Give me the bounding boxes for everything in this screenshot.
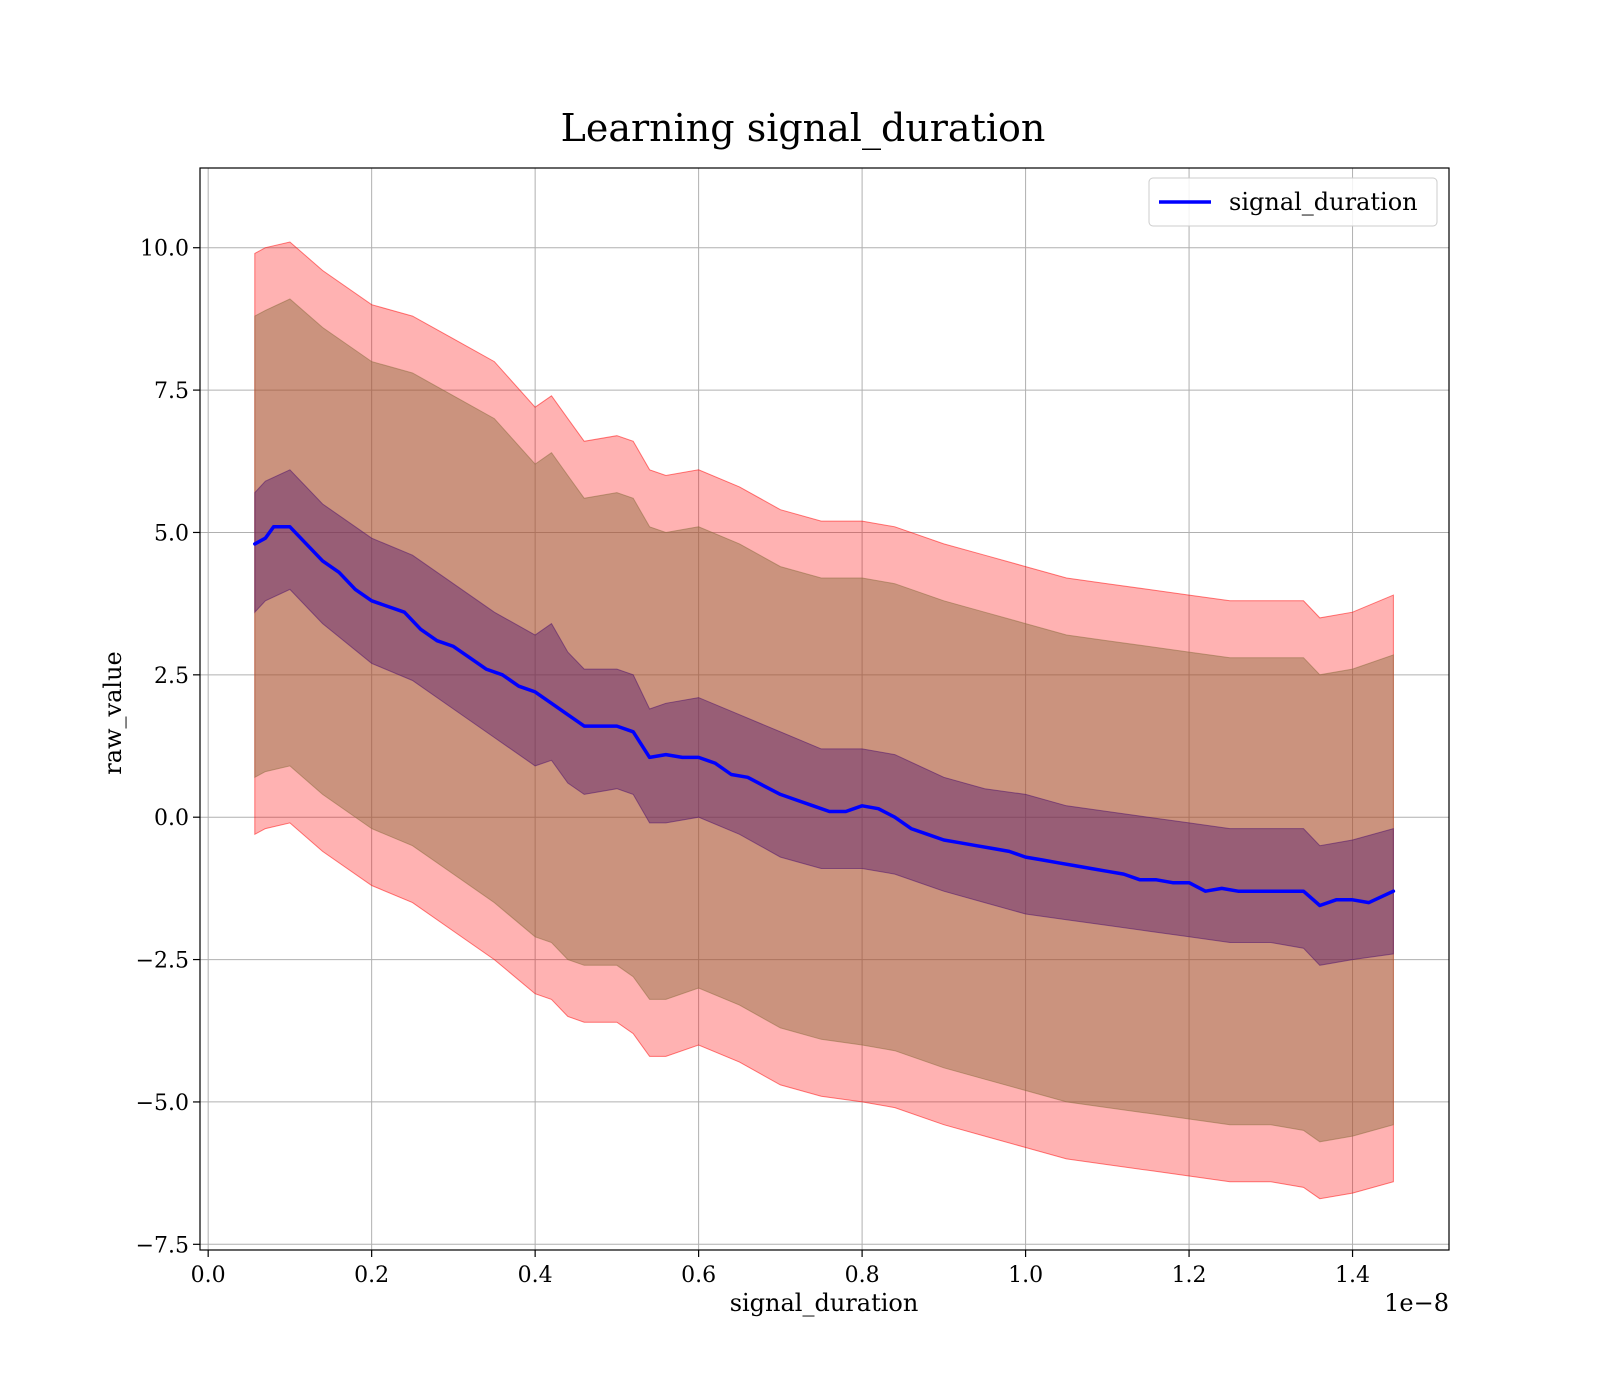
series-lines bbox=[253, 525, 1396, 908]
y-tick-label: −5.0 bbox=[136, 1091, 189, 1116]
y-tick-label: 7.5 bbox=[154, 379, 189, 404]
y-tick-label: −7.5 bbox=[136, 1233, 189, 1258]
band-outer bbox=[254, 241, 1394, 1200]
y-axis-label: raw_value bbox=[99, 651, 127, 775]
legend-label-signal_duration: signal_duration bbox=[1229, 188, 1418, 216]
x-tick-label: 1.4 bbox=[1335, 1263, 1370, 1288]
y-axis-ticks: −7.5 −5.0 −2.5 0.0 2.5 5.0 7.5 10.0 bbox=[136, 237, 200, 1258]
x-axis-ticks: 0.0 0.2 0.4 0.6 0.8 1.0 1.2 1.4 bbox=[191, 1250, 1370, 1288]
y-tick-label: 0.0 bbox=[154, 806, 189, 831]
y-tick-label: 10.0 bbox=[140, 237, 189, 262]
series-line-signal_duration bbox=[253, 525, 1396, 908]
x-tick-label: 0.4 bbox=[518, 1263, 553, 1288]
band-middle bbox=[254, 298, 1394, 1143]
legend: signal_duration bbox=[1148, 177, 1438, 227]
x-tick-label: 1.0 bbox=[1008, 1263, 1043, 1288]
x-axis-offset-label: 1e−8 bbox=[1384, 1289, 1449, 1317]
y-tick-label: −2.5 bbox=[136, 949, 189, 974]
plot-frame bbox=[199, 167, 1450, 1251]
y-tick-label: 5.0 bbox=[154, 521, 189, 546]
x-tick-label: 0.0 bbox=[191, 1263, 226, 1288]
x-axis-label: signal_duration bbox=[730, 1289, 919, 1317]
x-tick-label: 0.8 bbox=[845, 1263, 880, 1288]
confidence-bands bbox=[254, 241, 1394, 1200]
chart-title: Learning signal_duration bbox=[561, 106, 1046, 151]
grid-lines bbox=[200, 168, 1449, 1250]
x-tick-label: 0.6 bbox=[681, 1263, 716, 1288]
legend-box bbox=[1148, 177, 1438, 227]
x-tick-label: 1.2 bbox=[1172, 1263, 1207, 1288]
band-inner bbox=[254, 469, 1394, 966]
x-tick-label: 0.2 bbox=[354, 1263, 389, 1288]
y-tick-label: 2.5 bbox=[154, 664, 189, 689]
